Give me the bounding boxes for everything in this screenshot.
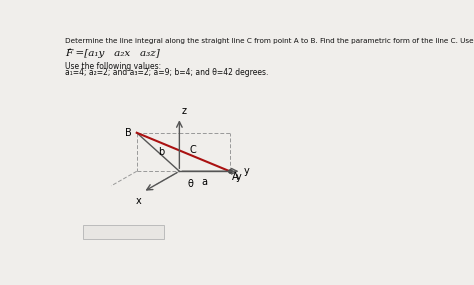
Text: A: A — [232, 172, 239, 182]
Text: Determine the line integral along the straight line C from point A to B. Find th: Determine the line integral along the st… — [65, 38, 474, 44]
Text: C: C — [190, 145, 196, 156]
Text: y: y — [244, 166, 249, 176]
Text: y: y — [236, 172, 242, 182]
Text: z: z — [182, 106, 187, 116]
Bar — [82, 225, 164, 239]
Text: B: B — [125, 128, 131, 138]
Text: b: b — [158, 147, 164, 157]
Text: θ: θ — [187, 179, 193, 189]
Text: a: a — [201, 178, 208, 188]
Text: F̂ =[a₁y   a₂x   a₃z]: F̂ =[a₁y a₂x a₃z] — [65, 48, 160, 58]
Text: x: x — [136, 196, 141, 206]
Text: Use the following values:: Use the following values: — [65, 62, 162, 71]
Text: a₁=4; a₂=2; and a₃=2; a=9; b=4; and θ=42 degrees.: a₁=4; a₂=2; and a₃=2; a=9; b=4; and θ=42… — [65, 68, 269, 77]
